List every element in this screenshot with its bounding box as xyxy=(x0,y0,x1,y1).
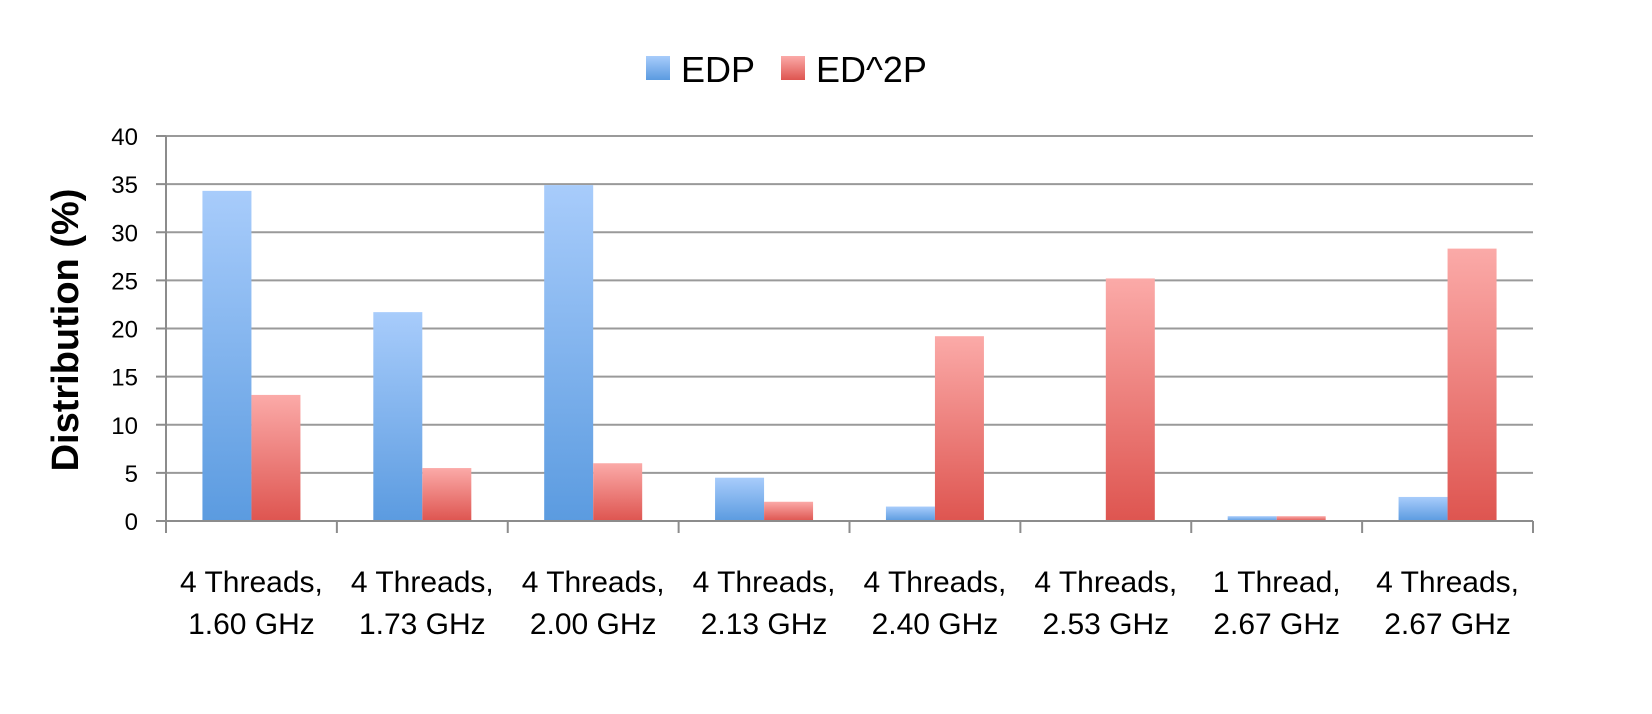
x-tick-label: 4 Threads, 2.53 GHz xyxy=(1034,566,1177,641)
axes: 0 5 10 15 20 25 30 35 40 4 Threads, 1.60 GHz 4 Thre… xyxy=(111,124,1534,641)
y-tick-label: 10 xyxy=(111,413,138,440)
bar-ed2p xyxy=(934,336,984,521)
y-tick-label: 20 xyxy=(111,317,138,344)
bar-ed2p xyxy=(251,394,301,521)
legend-label: ED^2P xyxy=(816,49,927,90)
bar-ed2p xyxy=(764,501,814,521)
y-tick-label: 15 xyxy=(111,365,138,392)
legend-swatch xyxy=(646,56,670,80)
bar-edp xyxy=(885,506,935,521)
bar-ed2p xyxy=(593,463,643,521)
y-tick-label: 0 xyxy=(125,509,138,536)
x-tick-label: 1 Thread, 2.67 GHz xyxy=(1213,566,1341,641)
bar-edp xyxy=(544,185,594,521)
y-tick-label: 25 xyxy=(111,268,138,295)
bar-edp xyxy=(1398,496,1448,521)
bar-edp xyxy=(202,190,252,522)
legend-swatch xyxy=(781,56,805,80)
bar-edp xyxy=(373,312,423,521)
legend: EDP ED^2P xyxy=(646,49,927,90)
legend-label: EDP xyxy=(681,49,755,90)
y-tick-label: 30 xyxy=(111,220,138,247)
bar-ed2p xyxy=(1105,278,1155,521)
y-tick-label: 40 xyxy=(111,124,138,151)
bars xyxy=(202,185,1497,522)
bar-edp xyxy=(715,477,765,521)
x-tick-label: 4 Threads, 1.73 GHz xyxy=(351,566,494,641)
gridlines xyxy=(166,135,1533,474)
x-tick-label: 4 Threads, 2.40 GHz xyxy=(864,566,1007,641)
x-tick-label: 4 Threads, 2.13 GHz xyxy=(693,566,836,641)
x-tick-label: 4 Threads, 1.60 GHz xyxy=(180,566,323,641)
y-axis-label: Distribution (%) xyxy=(45,189,87,472)
y-tick-label: 35 xyxy=(111,172,138,199)
bar-ed2p xyxy=(422,468,472,521)
x-tick-label: 4 Threads, 2.00 GHz xyxy=(522,566,665,641)
x-tick-label: 4 Threads, 2.67 GHz xyxy=(1376,566,1519,641)
bar-ed2p xyxy=(1447,248,1497,522)
bar-edp xyxy=(1227,516,1277,521)
y-tick-label: 5 xyxy=(125,461,138,488)
bar-ed2p xyxy=(1276,516,1326,521)
